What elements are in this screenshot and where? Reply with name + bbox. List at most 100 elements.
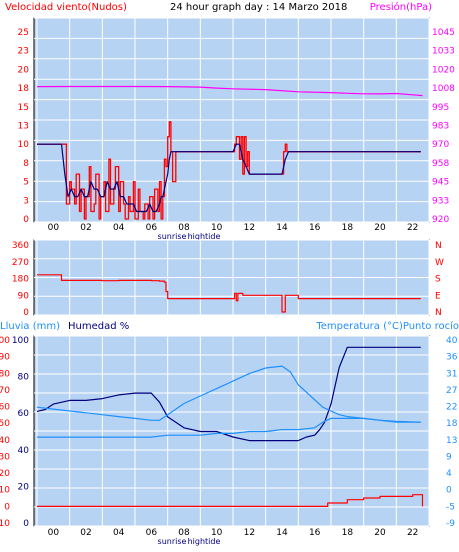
direction-degree-label: 270 [12, 258, 29, 268]
temperature-tick-label: 31 [446, 369, 457, 379]
wind-direction-line [37, 274, 421, 313]
rain-axis-ticks: 1009080706050403020100-10 [0, 336, 10, 529]
sunrise-label: sunrise [158, 232, 187, 241]
rain-humidity-temperature-grid [34, 335, 430, 527]
x-tick-label: 22 [407, 528, 418, 538]
wind-tick-label: 15 [18, 103, 29, 113]
pressure-tick-label: 958 [432, 159, 449, 169]
x-tick-label: 10 [211, 223, 223, 233]
wind-direction-series [37, 274, 421, 313]
pressure-tick-label: 933 [432, 196, 449, 206]
humidity-tick-label: 0 [23, 519, 29, 529]
hightide-label: hightide [188, 537, 221, 546]
hightide-label: hightide [188, 232, 221, 241]
humidity-tick-label: 60 [18, 409, 30, 419]
x-tick-label: 14 [276, 223, 288, 233]
temperature-tick-label: 27 [446, 386, 457, 396]
direction-degree-label: 180 [12, 275, 29, 285]
pressure-tick-label: 1020 [432, 65, 455, 75]
wind-tick-label: 25 [18, 28, 29, 38]
rain-tick-label: 0 [4, 502, 10, 512]
x-tick-label: 06 [146, 528, 158, 538]
temperature-tick-label: 36 [446, 353, 458, 363]
x-tick-label: 12 [244, 223, 255, 233]
humidity-axis-ticks: 100 80 60 40 20 0 [12, 336, 29, 529]
direction-compass-label: E [435, 291, 441, 301]
rain-tick-label: 100 [0, 336, 10, 346]
pressure-tick-label: 1033 [432, 47, 455, 57]
temperature-tick-label: 40 [446, 336, 458, 346]
rain-tick-label: 50 [0, 419, 10, 429]
x-tick-label: 04 [113, 528, 125, 538]
wind-max-line [37, 121, 421, 220]
temperature-tick-label: 9 [446, 452, 452, 462]
x-tick-label: 10 [211, 528, 223, 538]
humidity-axis-title: Humedad % [68, 321, 129, 332]
direction-degree-ticks: 360 270 180 90 0 [12, 241, 29, 318]
direction-compass-label: N [435, 241, 442, 251]
pressure-tick-label: 945 [432, 178, 449, 188]
x-tick-label: 14 [276, 528, 288, 538]
pressure-tick-label: 1008 [432, 84, 455, 94]
temperature-tick-label: 4 [446, 469, 452, 479]
rain-tick-label: 80 [0, 369, 10, 379]
rain-tick-label: 30 [0, 452, 10, 462]
x-tick-label: 00 [48, 528, 60, 538]
humidity-tick-label: 40 [18, 446, 30, 456]
direction-degree-label: 90 [18, 291, 30, 301]
direction-degree-label: 0 [23, 308, 29, 318]
rain-tick-label: 60 [0, 403, 10, 413]
rain-axis-title: Lluvia (mm) [0, 321, 60, 332]
x-tick-label: 20 [374, 528, 386, 538]
wind-tick-label: 20 [18, 65, 30, 75]
temperature-tick-label: 0 [446, 486, 452, 496]
x-tick-label: 02 [80, 223, 91, 233]
x-tick-label: 16 [309, 528, 321, 538]
rain-tick-label: 70 [0, 386, 10, 396]
rain-line [37, 494, 424, 507]
wind-time-axis-ticks: 00 02 04 06 08 10 12 14 16 18 20 22 sunrise hightide [48, 223, 419, 241]
pressure-tick-label: 970 [432, 140, 449, 150]
rain-tick-label: -10 [0, 519, 10, 529]
wind-tick-label: 5 [23, 178, 29, 188]
pressure-tick-label: 920 [432, 215, 449, 225]
humidity-line [36, 346, 421, 442]
pressure-line [36, 85, 423, 97]
wind-tick-label: 18 [18, 84, 30, 94]
direction-compass-label: W [435, 258, 444, 268]
wind-axis-ticks: 25 23 20 18 15 13 10 8 5 3 0 [18, 28, 30, 225]
temperature-tick-label: 22 [446, 403, 457, 413]
temperature-tick-label: 18 [446, 419, 458, 429]
rain-humidity-temperature-series [36, 346, 424, 507]
dewpoint-line [37, 417, 421, 438]
wind-tick-label: 13 [18, 122, 29, 132]
temperature-tick-label: -5 [446, 502, 455, 512]
direction-compass-label: N [435, 308, 442, 318]
pressure-tick-label: 983 [432, 122, 449, 132]
humidity-tick-label: 80 [18, 373, 30, 383]
wind-tick-label: 10 [18, 140, 30, 150]
direction-degree-label: 360 [12, 241, 29, 251]
wind-tick-label: 8 [23, 159, 29, 169]
x-tick-label: 18 [342, 528, 354, 538]
wind-tick-label: 23 [18, 47, 29, 57]
rain-tick-label: 10 [0, 486, 10, 496]
x-tick-label: 08 [178, 223, 190, 233]
temperature-line [36, 365, 421, 423]
sunrise-label: sunrise [158, 537, 187, 546]
rain-time-axis-ticks: 00 02 04 06 08 10 12 14 16 18 20 22 sunrise hightide [48, 528, 419, 546]
x-tick-label: 18 [342, 223, 354, 233]
humidity-tick-label: 20 [18, 482, 30, 492]
pressure-axis-title: Presión(hPa) [370, 1, 432, 13]
temperature-tick-label: 13 [446, 436, 457, 446]
pressure-axis-ticks: 1045 1033 1020 1008 995 983 970 958 945 933 920 [432, 28, 455, 225]
humidity-tick-label: 100 [12, 336, 29, 346]
wind-axis-title: Velocidad viento(Nudos) [5, 2, 127, 13]
wind-pressure-series [36, 85, 423, 220]
wind-tick-label: 3 [23, 196, 29, 206]
